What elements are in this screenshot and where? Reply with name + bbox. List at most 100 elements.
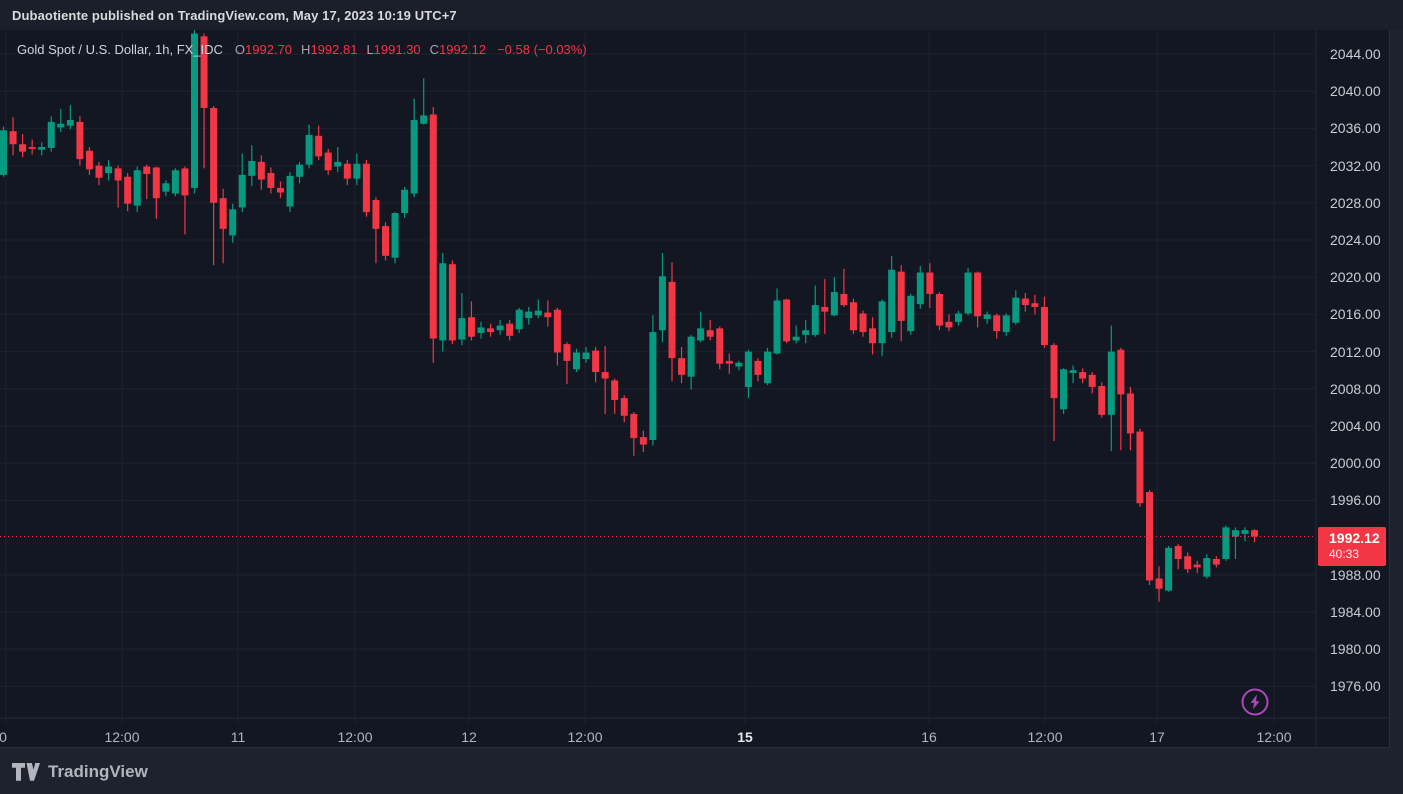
candle-wick-up	[537, 299, 539, 319]
candle-body-down	[85, 150, 93, 170]
chart-area[interactable]: Gold Spot / U.S. Dollar, 1h, FX_IDC O1992…	[0, 30, 1390, 748]
candlestick-plot[interactable]	[0, 30, 1390, 748]
ohlc-close-value: 1992.12	[439, 42, 487, 57]
candle-body-up	[697, 328, 705, 341]
candle-body-down	[544, 312, 552, 318]
ohlc-low-value: 1991.30	[373, 42, 421, 57]
candle-body-down	[219, 198, 227, 229]
candle-body-up	[687, 336, 695, 377]
tradingview-logo-text: TradingView	[48, 761, 148, 781]
lightning-bolt-icon	[1250, 694, 1260, 710]
candle-body-down	[678, 358, 686, 375]
candle-body-down	[1251, 530, 1259, 537]
candle-body-up	[1107, 351, 1115, 415]
candle-body-down	[869, 328, 877, 344]
candle-body-up	[573, 352, 580, 370]
candle-wick-up	[423, 78, 425, 125]
candle-body-up	[1165, 547, 1173, 591]
candle-body-up	[1231, 530, 1239, 537]
price-axis-label: 2044.00	[1330, 46, 1381, 62]
candle-body-down	[487, 328, 495, 333]
candle-body-down	[1136, 431, 1144, 504]
price-axis-label: 2008.00	[1330, 380, 1381, 397]
candle-body-up	[773, 300, 781, 354]
candle-body-up	[916, 272, 924, 305]
tradingview-logo-icon	[12, 762, 40, 781]
candle-body-down	[1212, 558, 1220, 565]
candle-body-up	[811, 305, 819, 335]
candle-body-up	[66, 120, 74, 126]
candle-body-down	[28, 147, 36, 149]
candle-body-up	[1060, 369, 1068, 410]
candle-wick-down	[1120, 347, 1122, 451]
current-price-value: 1992.12	[1329, 530, 1380, 546]
candle-wick-down	[117, 165, 119, 208]
flash-icon-circle	[1241, 688, 1269, 716]
candle-body-down	[611, 380, 619, 400]
tradingview-logo[interactable]: TradingView	[12, 762, 148, 782]
time-axis-label: 15	[737, 729, 753, 745]
candle-body-down	[152, 167, 160, 199]
candle-body-down	[506, 323, 514, 336]
candle-wick-up	[60, 108, 62, 133]
candle-body-up	[1069, 370, 1077, 373]
time-axis-label: 12:00	[567, 729, 603, 745]
candle-body-down	[935, 293, 943, 326]
candle-body-down	[993, 315, 1001, 332]
candle-body-up	[305, 134, 313, 165]
candle-body-up	[955, 313, 962, 322]
candle-wick-down	[184, 166, 186, 235]
candle-body-down	[1117, 349, 1125, 395]
candle-body-up	[964, 272, 972, 314]
flash-icon[interactable]	[1241, 688, 1269, 716]
candle-body-down	[315, 135, 323, 157]
candle-body-down	[668, 281, 676, 359]
candle-body-up	[57, 123, 65, 128]
candle-body-up	[191, 33, 198, 188]
candle-body-up	[1002, 315, 1010, 333]
candle-body-down	[114, 168, 122, 181]
price-axis-label: 1996.00	[1330, 492, 1381, 509]
candle-body-up	[802, 330, 810, 335]
candle-body-down	[821, 306, 829, 312]
publish-info-text: Dubaotiente published on TradingView.com…	[12, 7, 457, 23]
candle-body-down	[76, 121, 84, 160]
price-axis-label: 2028.00	[1330, 194, 1381, 211]
candle-body-down	[1088, 374, 1096, 387]
price-axis-label: 2012.00	[1330, 343, 1381, 360]
time-axis-label: 11	[230, 729, 246, 745]
candle-body-down	[1184, 556, 1192, 570]
candle-wick-down	[824, 279, 826, 334]
candle-body-up	[391, 213, 399, 258]
candle-body-down	[1193, 564, 1201, 568]
candle-body-up	[649, 332, 657, 440]
candle-body-down	[19, 144, 27, 152]
candle-body-down	[257, 161, 265, 180]
candle-wick-up	[700, 311, 702, 343]
candle-body-down	[95, 165, 103, 178]
time-axis-label: 12:00	[104, 729, 140, 745]
candle-wick-up	[1234, 527, 1237, 559]
candle-body-down	[1079, 372, 1087, 379]
candle-body-down	[210, 107, 218, 203]
candle-body-up	[229, 209, 237, 236]
time-axis-label: 16	[921, 729, 937, 745]
candle-body-down	[200, 36, 208, 108]
candle-body-up	[792, 336, 800, 341]
candle-wick-up	[1072, 365, 1074, 384]
candle-body-up	[296, 164, 304, 177]
candle-body-down	[343, 163, 351, 179]
price-axis-label: 1988.00	[1330, 566, 1381, 583]
candle-body-down	[630, 413, 638, 439]
bar-countdown: 40:33	[1329, 547, 1360, 561]
time-axis-label: 0	[0, 729, 7, 745]
candle-body-down	[725, 360, 733, 364]
price-axis-label: 2000.00	[1330, 455, 1381, 472]
candle-body-down	[553, 309, 561, 353]
time-axis-label: 12	[461, 729, 477, 745]
candle-body-up	[735, 362, 743, 367]
price-axis-label: 2016.00	[1330, 306, 1381, 323]
candle-body-down	[897, 271, 905, 321]
candle-body-up	[458, 318, 466, 340]
price-axis-label: 1980.00	[1330, 641, 1381, 658]
